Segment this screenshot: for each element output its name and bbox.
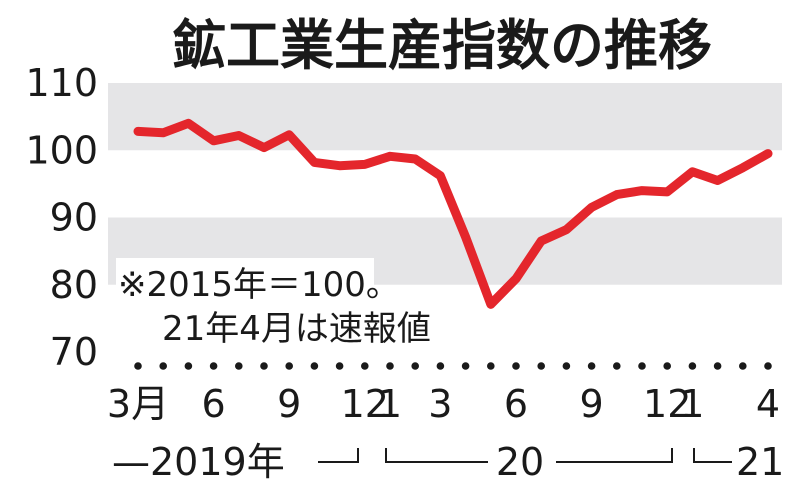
data-point-2020-01: [390, 156, 391, 157]
x-tick-label-9: 1: [680, 382, 704, 426]
chart-note: ※2015年＝100。 21年4月は速報値: [116, 258, 431, 349]
data-point-2020-10: [616, 194, 617, 195]
series-line-path: [133, 118, 773, 309]
year-bracket-2021: [693, 448, 732, 463]
year-bracket-2020-right: [556, 448, 673, 463]
data-point-2020-09: [591, 207, 592, 208]
axis-dot-2020-10: [613, 362, 621, 370]
axis-dot-2019-03: [134, 362, 142, 370]
x-axis-dots: [134, 362, 772, 370]
x-tick-label-8: 12: [643, 382, 691, 426]
axis-dot-2020-05: [487, 362, 495, 370]
axis-dot-2021-01: [688, 362, 697, 370]
data-point-2021-04: [768, 153, 769, 154]
axis-dot-2019-10: [310, 362, 319, 370]
x-tick-label-4: 1: [378, 382, 402, 426]
y-tick-label-90: 90: [50, 196, 98, 240]
chart-title: 鉱工業生産指数の推移: [172, 14, 712, 77]
y-tick-label-70: 70: [50, 330, 98, 374]
data-point-2020-12: [667, 191, 668, 192]
x-axis: 3月 6 9 121 3 6 9 121 4: [107, 382, 780, 426]
data-point-2019-05: [188, 123, 189, 124]
axis-dot-2021-02: [713, 362, 722, 370]
x-tick-label-7: 9: [580, 382, 604, 426]
axis-dot-2019-12: [361, 362, 369, 370]
note-background: [116, 258, 374, 348]
year-label-2020: 20: [496, 440, 544, 484]
year-bracket-2020-left: [385, 448, 488, 463]
data-point-2019-07: [238, 135, 239, 136]
data-point-2020-05: [490, 304, 491, 305]
x-tick-label-0: 3月: [107, 382, 169, 426]
data-point-2020-04: [465, 237, 466, 238]
axis-dot-2020-06: [512, 362, 520, 370]
year-brackets: —2019年 20 21: [112, 440, 784, 484]
y-tick-label-80: 80: [50, 263, 98, 307]
data-point-2021-03: [742, 167, 743, 168]
axis-dot-2020-04: [461, 362, 470, 370]
data-point-2019-04: [163, 132, 164, 133]
data-point-2021-02: [717, 180, 718, 181]
axis-dot-2019-04: [159, 362, 167, 370]
data-point-2020-07: [541, 241, 542, 242]
data-point-2019-08: [264, 147, 265, 148]
axis-dot-2019-08: [260, 362, 268, 370]
data-point-2020-03: [440, 175, 441, 176]
year-label-2021: 21: [736, 440, 784, 484]
axis-dot-2020-07: [537, 362, 545, 370]
axis-dot-2020-01: [386, 362, 394, 370]
data-point-2021-01: [692, 171, 693, 172]
y-axis: 110 100 90 80 70: [25, 61, 98, 374]
axis-dot-2019-05: [184, 362, 193, 370]
axis-dot-2020-02: [411, 362, 420, 370]
data-point-2020-08: [566, 229, 567, 230]
axis-dot-2020-03: [436, 362, 445, 370]
data-point-2019-03: [138, 131, 139, 132]
note-line-2: 21年4月は速報値: [162, 309, 431, 349]
x-tick-label-6: 6: [504, 382, 528, 426]
year-bracket-2019: [318, 448, 359, 463]
x-tick-label-1: 6: [202, 382, 226, 426]
data-point-2019-09: [289, 134, 290, 135]
y-tick-label-100: 100: [25, 128, 98, 172]
axis-dot-2020-09: [587, 362, 596, 370]
series-line: [133, 118, 773, 309]
data-point-2019-11: [339, 165, 340, 166]
axis-dot-2021-04: [764, 362, 772, 370]
x-tick-label-3: 12: [341, 382, 389, 426]
axis-dot-2020-12: [663, 362, 671, 370]
year-label-2019: —2019年: [112, 440, 285, 484]
axis-dot-2019-06: [209, 362, 218, 370]
data-point-2019-12: [364, 164, 365, 165]
y-tick-label-110: 110: [25, 61, 98, 105]
data-point-2020-11: [642, 190, 643, 191]
data-point-2019-10: [314, 162, 315, 163]
x-tick-label-5: 3: [428, 382, 452, 426]
note-line-1: ※2015年＝100。: [118, 265, 400, 305]
data-point-2019-06: [213, 140, 214, 141]
axis-dot-2021-03: [739, 362, 747, 370]
x-tick-label-10: 4: [756, 382, 780, 426]
axis-dot-2020-08: [562, 362, 571, 370]
axis-dot-2020-11: [638, 362, 646, 370]
axis-dot-2019-09: [285, 362, 294, 370]
x-tick-label-2: 9: [277, 382, 301, 426]
data-point-2020-06: [516, 278, 517, 279]
axis-dot-2019-07: [235, 362, 243, 370]
data-point-2020-02: [415, 158, 416, 159]
axis-dot-2019-11: [335, 362, 344, 370]
